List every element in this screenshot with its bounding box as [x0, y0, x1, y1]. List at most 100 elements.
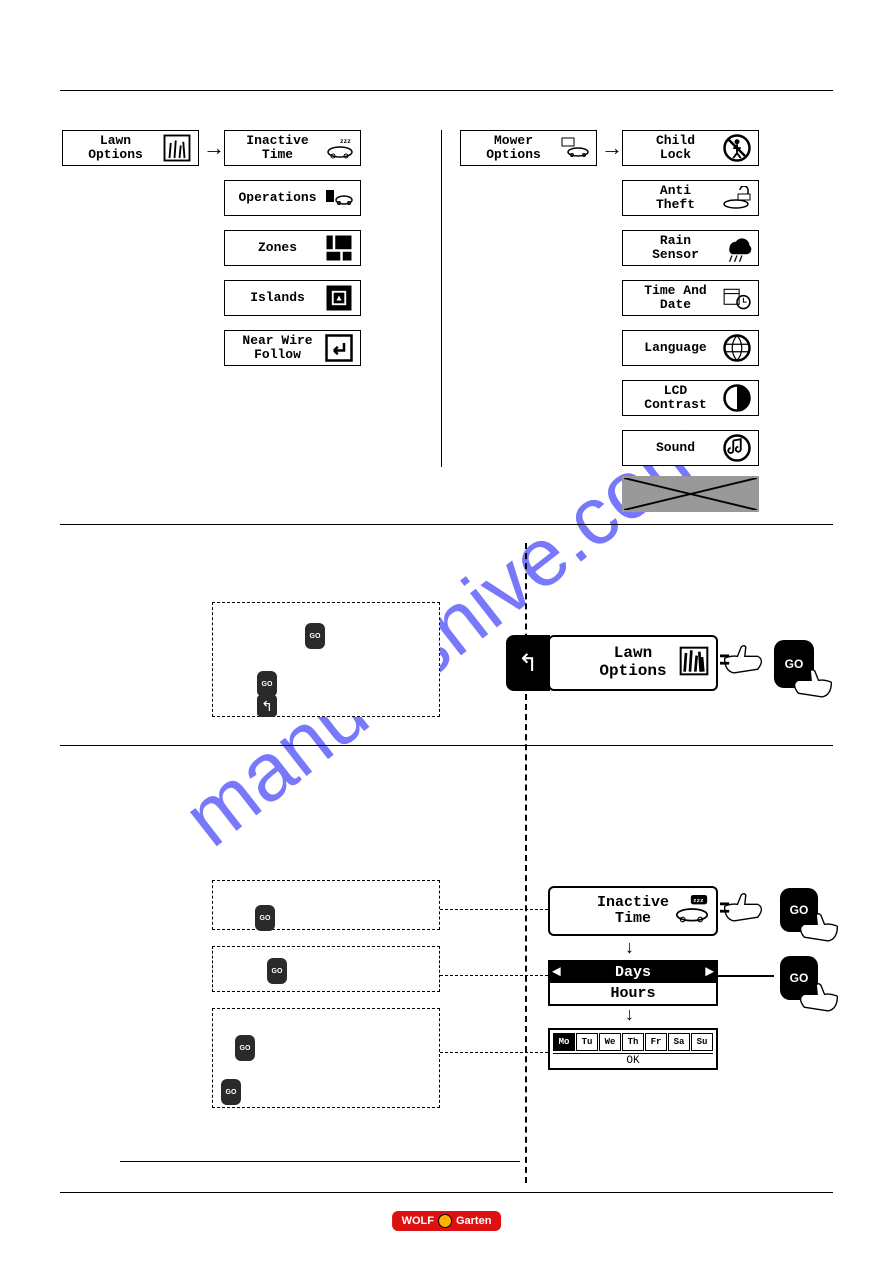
- grass-icon: [162, 135, 192, 161]
- islands-box: Islands: [224, 280, 361, 316]
- day-th[interactable]: Th: [622, 1033, 644, 1051]
- mower-options-box: MowerOptions: [460, 130, 597, 166]
- top-divider: [60, 90, 833, 91]
- left-caret-icon: ◄: [552, 964, 561, 981]
- days-hours-box: ◄ Days ► Hours: [548, 960, 718, 1006]
- brand-badge: WOLF Garten: [392, 1211, 502, 1231]
- brand-right: Garten: [456, 1215, 491, 1227]
- go-button[interactable]: GO: [267, 958, 287, 984]
- islands-label: Islands: [231, 291, 324, 305]
- day-sa[interactable]: Sa: [668, 1033, 690, 1051]
- zones-label: Zones: [231, 241, 324, 255]
- mower-options-label: MowerOptions: [467, 134, 560, 161]
- go-button[interactable]: GO: [255, 905, 275, 931]
- lcd-lawn-options: LawnOptions: [548, 635, 718, 691]
- operations-label: Operations: [231, 191, 324, 205]
- day-su[interactable]: Su: [691, 1033, 713, 1051]
- lcd-inactive-time-label: InactiveTime: [597, 895, 669, 928]
- svg-text:zzz: zzz: [693, 897, 704, 904]
- contrast-icon: [722, 385, 752, 411]
- rain-sensor-label: RainSensor: [629, 234, 722, 261]
- hours-label: Hours: [610, 985, 655, 1002]
- sound-label: Sound: [629, 441, 722, 455]
- hours-row[interactable]: Hours: [550, 983, 716, 1004]
- lock-mower-icon: [722, 185, 752, 211]
- islands-icon: [324, 285, 354, 311]
- back-knob: ↰: [506, 635, 550, 691]
- sound-icon: [722, 435, 752, 461]
- bottom-divider-2: [60, 1192, 833, 1193]
- lcd-contrast-box: LCDContrast: [622, 380, 759, 416]
- day-we[interactable]: We: [599, 1033, 621, 1051]
- sleep-mower-icon: zzz: [674, 895, 710, 928]
- lawn-arrow-icon: →: [203, 135, 225, 161]
- lcd-inactive-time: InactiveTime zzz: [548, 886, 718, 936]
- go-button[interactable]: GO: [257, 671, 277, 697]
- connector-dashed: [440, 909, 548, 910]
- globe-icon: [722, 335, 752, 361]
- sleep-mower-icon: zzz: [324, 135, 354, 161]
- inactive-time-label: InactiveTime: [231, 134, 324, 161]
- lcd-lawn-options-label: LawnOptions: [599, 645, 666, 680]
- disabled-option-box: [622, 476, 759, 512]
- zones-icon: [324, 235, 354, 261]
- return-icon: [324, 335, 354, 361]
- child-lock-icon: [722, 135, 752, 161]
- rain-icon: [722, 235, 752, 261]
- near-wire-follow-box: Near WireFollow: [224, 330, 361, 366]
- grass-icon: [678, 645, 710, 682]
- arrow-down-icon: ↓: [625, 938, 634, 957]
- brand-dot-icon: [438, 1214, 452, 1228]
- brand-left: WOLF: [402, 1215, 434, 1227]
- inactive-time-box: InactiveTime zzz: [224, 130, 361, 166]
- mower-arrow-icon: →: [601, 135, 623, 161]
- bottom-divider-1: [120, 1161, 520, 1162]
- connector-line: [718, 975, 774, 977]
- operations-icon: [324, 185, 354, 211]
- instruction-box-1: GO GO ↰: [212, 602, 440, 717]
- mid-divider-2: [60, 745, 833, 746]
- child-lock-box: ChildLock: [622, 130, 759, 166]
- time-date-label: Time AndDate: [629, 284, 722, 311]
- child-lock-label: ChildLock: [629, 134, 722, 161]
- days-row[interactable]: ◄ Days ►: [550, 962, 716, 983]
- lcd-contrast-label: LCDContrast: [629, 384, 722, 411]
- zones-box: Zones: [224, 230, 361, 266]
- go-button[interactable]: GO: [305, 623, 325, 649]
- ok-label: OK: [626, 1055, 639, 1067]
- weekday-selector: Mo Tu We Th Fr Sa Su OK: [548, 1028, 718, 1070]
- instruction-box-4: GO GO: [212, 1008, 440, 1108]
- time-date-box: Time AndDate: [622, 280, 759, 316]
- rain-sensor-box: RainSensor: [622, 230, 759, 266]
- language-box: Language: [622, 330, 759, 366]
- connector-dashed: [440, 975, 548, 976]
- day-fr[interactable]: Fr: [645, 1033, 667, 1051]
- hand-pointer-icon: [790, 664, 836, 704]
- hand-pointer-icon: [720, 640, 766, 680]
- day-mo[interactable]: Mo: [553, 1033, 575, 1051]
- hand-pointer-icon: [720, 888, 766, 928]
- go-button[interactable]: GO: [221, 1079, 241, 1105]
- anti-theft-box: AntiTheft: [622, 180, 759, 216]
- mower-icon: [560, 135, 590, 161]
- svg-text:zzz: zzz: [340, 138, 351, 145]
- day-tu[interactable]: Tu: [576, 1033, 598, 1051]
- go-button[interactable]: GO: [235, 1035, 255, 1061]
- instruction-box-2: GO: [212, 880, 440, 930]
- calendar-clock-icon: [722, 285, 752, 311]
- anti-theft-label: AntiTheft: [629, 184, 722, 211]
- instruction-box-3: GO: [212, 946, 440, 992]
- hand-pointer-icon: [796, 978, 842, 1018]
- arrow-down-icon: ↓: [625, 1005, 634, 1024]
- top-vertical-divider: [441, 130, 442, 467]
- mid-divider-1: [60, 524, 833, 525]
- operations-box: Operations: [224, 180, 361, 216]
- connector-dashed: [440, 1052, 548, 1053]
- back-button[interactable]: ↰: [257, 695, 277, 717]
- lawn-options-box: LawnOptions: [62, 130, 199, 166]
- ok-button[interactable]: OK: [553, 1053, 713, 1068]
- hand-pointer-icon: [796, 908, 842, 948]
- language-label: Language: [629, 341, 722, 355]
- near-wire-follow-label: Near WireFollow: [231, 334, 324, 361]
- right-caret-icon: ►: [705, 964, 714, 981]
